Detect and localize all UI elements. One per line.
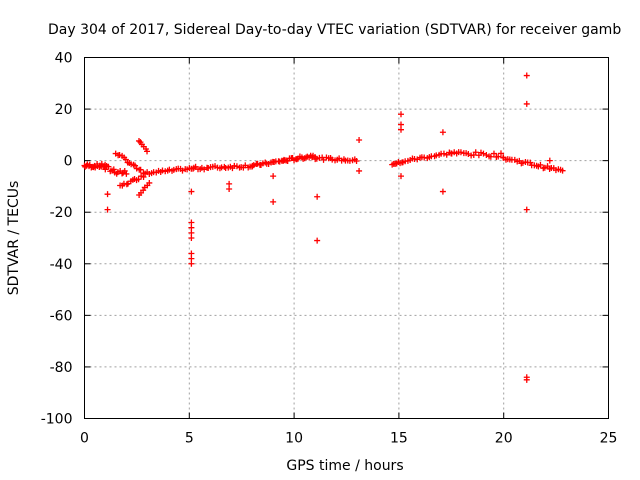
x-tick-label: 5 [185,431,194,447]
data-point [472,149,479,156]
data-point [314,237,321,244]
data-point [188,260,195,267]
data-point [397,126,404,133]
data-point [270,198,277,205]
data-point [137,166,144,173]
data-point [105,163,112,170]
data-point [146,179,153,186]
tick-layer: 0 5 10 15 20 25 -100 -80 -60 -40 -20 0 20 40 [41,51,618,447]
data-point [188,224,195,231]
data-point [353,158,360,165]
data-point [188,250,195,257]
plot-frame [84,57,609,419]
y-tick-label: -60 [50,308,73,324]
data-point [397,111,404,118]
data-point [439,188,446,195]
y-tick-label: -80 [50,360,73,376]
data-point [397,173,404,180]
data-point [497,150,504,157]
data-point [559,167,566,174]
x-tick-label: 0 [80,431,89,447]
data-point [102,166,109,173]
y-tick-label: -40 [50,257,73,273]
data-point [188,235,195,241]
y-tick-label: 0 [64,154,73,170]
data-point [397,121,404,128]
data-point [523,72,530,79]
data-point [448,150,455,157]
data-point [104,206,111,213]
chart-title: Day 304 of 2017, Sidereal Day-to-day VTE… [48,22,621,38]
data-point [110,166,117,173]
data-point [523,376,530,383]
data-point [537,161,544,168]
x-tick-label: 15 [390,431,408,447]
data-point [226,186,233,193]
data-point [135,176,142,183]
data-point [249,162,256,169]
data-point [221,163,228,170]
y-tick-label: 40 [55,51,73,67]
data-point [188,188,195,195]
y-tick-label: 20 [55,102,73,118]
data-point [483,152,490,159]
y-tick-label: -100 [41,412,73,428]
data-point [159,167,166,174]
data-point [523,206,530,213]
data-point [356,167,363,174]
data-point [490,150,497,157]
data-point [487,153,494,160]
data-point [270,173,277,180]
data-point [188,255,195,262]
y-tick-label: -20 [50,205,73,221]
data-point [546,157,553,164]
data-point [439,129,446,136]
data-point [104,191,111,198]
data-point [495,153,502,160]
x-tick-label: 25 [600,431,618,447]
x-axis-title: GPS time / hours [286,458,403,474]
data-point [314,193,321,200]
y-axis-title: SDTVAR / TECUs [6,181,22,296]
data-point [329,156,336,163]
x-tick-label: 20 [495,431,513,447]
data-layer [81,72,566,383]
data-point [523,100,530,107]
data-point [188,229,195,236]
data-point [226,180,233,187]
data-point [123,181,130,188]
data-point [123,170,130,177]
data-point [144,148,151,155]
data-point [356,137,363,144]
data-point [188,219,195,226]
x-tick-label: 10 [285,431,303,447]
data-point [457,149,464,156]
data-point [440,150,447,157]
